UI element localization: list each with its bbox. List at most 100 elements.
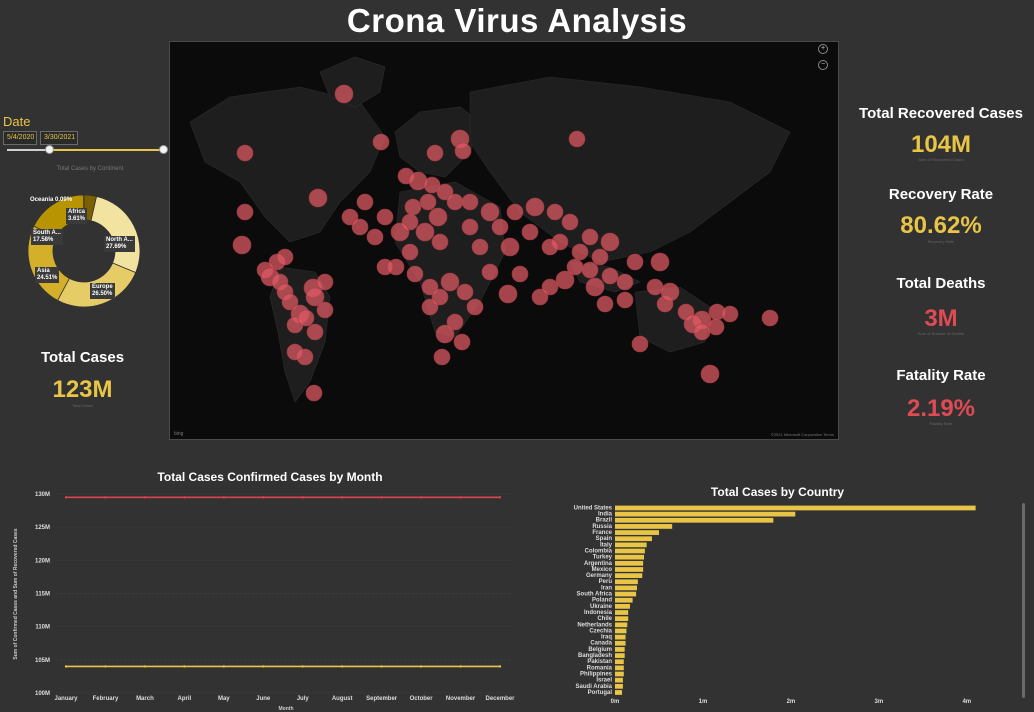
bar-chart-bar[interactable] bbox=[615, 560, 644, 566]
case-bubble[interactable] bbox=[500, 237, 520, 257]
case-bubble[interactable] bbox=[456, 283, 474, 301]
case-bubble[interactable] bbox=[693, 323, 711, 341]
case-bubble[interactable] bbox=[376, 208, 394, 226]
bar-chart-bar[interactable] bbox=[615, 622, 628, 628]
case-bubble[interactable] bbox=[555, 270, 575, 290]
bar-chart-bar[interactable] bbox=[615, 517, 774, 523]
bar-chart-bar[interactable] bbox=[615, 511, 796, 517]
map-attribution-terms[interactable]: ©2021 Microsoft Corporation Terms bbox=[770, 432, 834, 437]
bar-chart-bar[interactable] bbox=[615, 573, 643, 578]
case-bubble[interactable] bbox=[591, 248, 609, 266]
case-bubble[interactable] bbox=[525, 197, 545, 217]
case-bubble[interactable] bbox=[431, 288, 449, 306]
case-bubble[interactable] bbox=[436, 183, 454, 201]
bar-chart-bar[interactable] bbox=[615, 579, 638, 585]
case-bubble[interactable] bbox=[421, 278, 439, 296]
case-bubble[interactable] bbox=[276, 248, 294, 266]
case-bubble[interactable] bbox=[660, 282, 680, 302]
case-bubble[interactable] bbox=[404, 198, 422, 216]
case-bubble[interactable] bbox=[521, 223, 539, 241]
bar-chart-bar[interactable] bbox=[615, 683, 623, 689]
map-zoom-in-icon[interactable]: + bbox=[818, 44, 828, 54]
case-bubble[interactable] bbox=[341, 208, 359, 226]
case-bubble[interactable] bbox=[650, 252, 670, 272]
case-bubble[interactable] bbox=[308, 188, 328, 208]
case-bubble[interactable] bbox=[568, 130, 586, 148]
case-bubble[interactable] bbox=[601, 267, 619, 285]
case-bubble[interactable] bbox=[511, 265, 529, 283]
case-bubble[interactable] bbox=[561, 213, 579, 231]
bar-chart-bar[interactable] bbox=[615, 653, 625, 658]
bar-chart-bar[interactable] bbox=[615, 616, 629, 622]
bar-chart-bar[interactable] bbox=[615, 597, 633, 603]
case-bubble[interactable] bbox=[481, 263, 499, 281]
bar-chart-bar[interactable] bbox=[615, 665, 624, 671]
case-bubble[interactable] bbox=[401, 243, 419, 261]
case-bubble[interactable] bbox=[491, 218, 509, 236]
case-bubble[interactable] bbox=[423, 176, 441, 194]
case-bubble[interactable] bbox=[428, 207, 448, 227]
bar-chart-bar[interactable] bbox=[615, 628, 627, 634]
case-bubble[interactable] bbox=[433, 348, 451, 366]
case-bubble[interactable] bbox=[305, 287, 325, 307]
case-bubble[interactable] bbox=[616, 273, 634, 291]
case-bubble[interactable] bbox=[297, 309, 315, 327]
case-bubble[interactable] bbox=[356, 193, 374, 211]
case-bubble[interactable] bbox=[707, 318, 725, 336]
bar-chart-bar[interactable] bbox=[615, 536, 652, 542]
case-bubble[interactable] bbox=[446, 193, 464, 211]
map-zoom-out-icon[interactable]: − bbox=[818, 60, 828, 70]
bar-chart-bar[interactable] bbox=[615, 548, 645, 554]
case-bubble[interactable] bbox=[316, 273, 334, 291]
case-bubble[interactable] bbox=[566, 258, 584, 276]
case-bubble[interactable] bbox=[616, 291, 634, 309]
bar-chart-bar[interactable] bbox=[615, 585, 637, 591]
bar-chart-bar[interactable] bbox=[615, 554, 645, 560]
bar-chart-bar[interactable] bbox=[615, 542, 647, 548]
case-bubble[interactable] bbox=[236, 203, 254, 221]
bar-chart-bar[interactable] bbox=[615, 567, 644, 572]
case-bubble[interactable] bbox=[461, 218, 479, 236]
bar-chart-bar[interactable] bbox=[615, 634, 626, 640]
case-bubble[interactable] bbox=[461, 193, 479, 211]
case-bubble[interactable] bbox=[406, 265, 424, 283]
donut-slice[interactable] bbox=[90, 195, 141, 274]
case-bubble[interactable] bbox=[390, 222, 410, 242]
world-map[interactable]: + − bing ©2021 Microsoft Corporation Ter… bbox=[169, 41, 839, 440]
case-bubble[interactable] bbox=[435, 324, 455, 344]
date-start-input[interactable]: 5/4/2020 bbox=[3, 131, 37, 145]
case-bubble[interactable] bbox=[600, 232, 620, 252]
case-bubble[interactable] bbox=[232, 235, 252, 255]
case-bubble[interactable] bbox=[426, 144, 444, 162]
case-bubble[interactable] bbox=[454, 142, 472, 160]
bar-chart-bar[interactable] bbox=[615, 591, 637, 597]
case-bubble[interactable] bbox=[626, 253, 644, 271]
case-bubble[interactable] bbox=[498, 284, 518, 304]
case-bubble[interactable] bbox=[376, 258, 394, 276]
case-bubble[interactable] bbox=[372, 133, 390, 151]
case-bubble[interactable] bbox=[571, 243, 589, 261]
bar-chart-scrollbar[interactable] bbox=[1022, 503, 1025, 698]
case-bubble[interactable] bbox=[581, 261, 599, 279]
case-bubble[interactable] bbox=[596, 295, 614, 313]
case-bubble[interactable] bbox=[453, 333, 471, 351]
bar-chart-bar[interactable] bbox=[615, 659, 624, 665]
case-bubble[interactable] bbox=[700, 364, 720, 384]
case-bubble[interactable] bbox=[585, 277, 605, 297]
case-bubble[interactable] bbox=[631, 335, 649, 353]
case-bubble[interactable] bbox=[351, 218, 369, 236]
bar-chart-bar[interactable] bbox=[615, 610, 629, 615]
case-bubble[interactable] bbox=[281, 293, 299, 311]
case-bubble[interactable] bbox=[466, 298, 484, 316]
case-bubble[interactable] bbox=[236, 144, 254, 162]
date-slider-end-handle[interactable] bbox=[159, 145, 168, 154]
case-bubble[interactable] bbox=[506, 203, 524, 221]
case-bubble[interactable] bbox=[471, 238, 489, 256]
bar-chart-bar[interactable] bbox=[615, 690, 623, 695]
bar-chart-bar[interactable] bbox=[615, 530, 659, 535]
case-bubble[interactable] bbox=[646, 278, 664, 296]
bar-chart-bar[interactable] bbox=[615, 671, 624, 677]
case-bubble[interactable] bbox=[446, 313, 464, 331]
bar-chart-bar[interactable] bbox=[615, 640, 626, 646]
case-bubble[interactable] bbox=[541, 278, 559, 296]
